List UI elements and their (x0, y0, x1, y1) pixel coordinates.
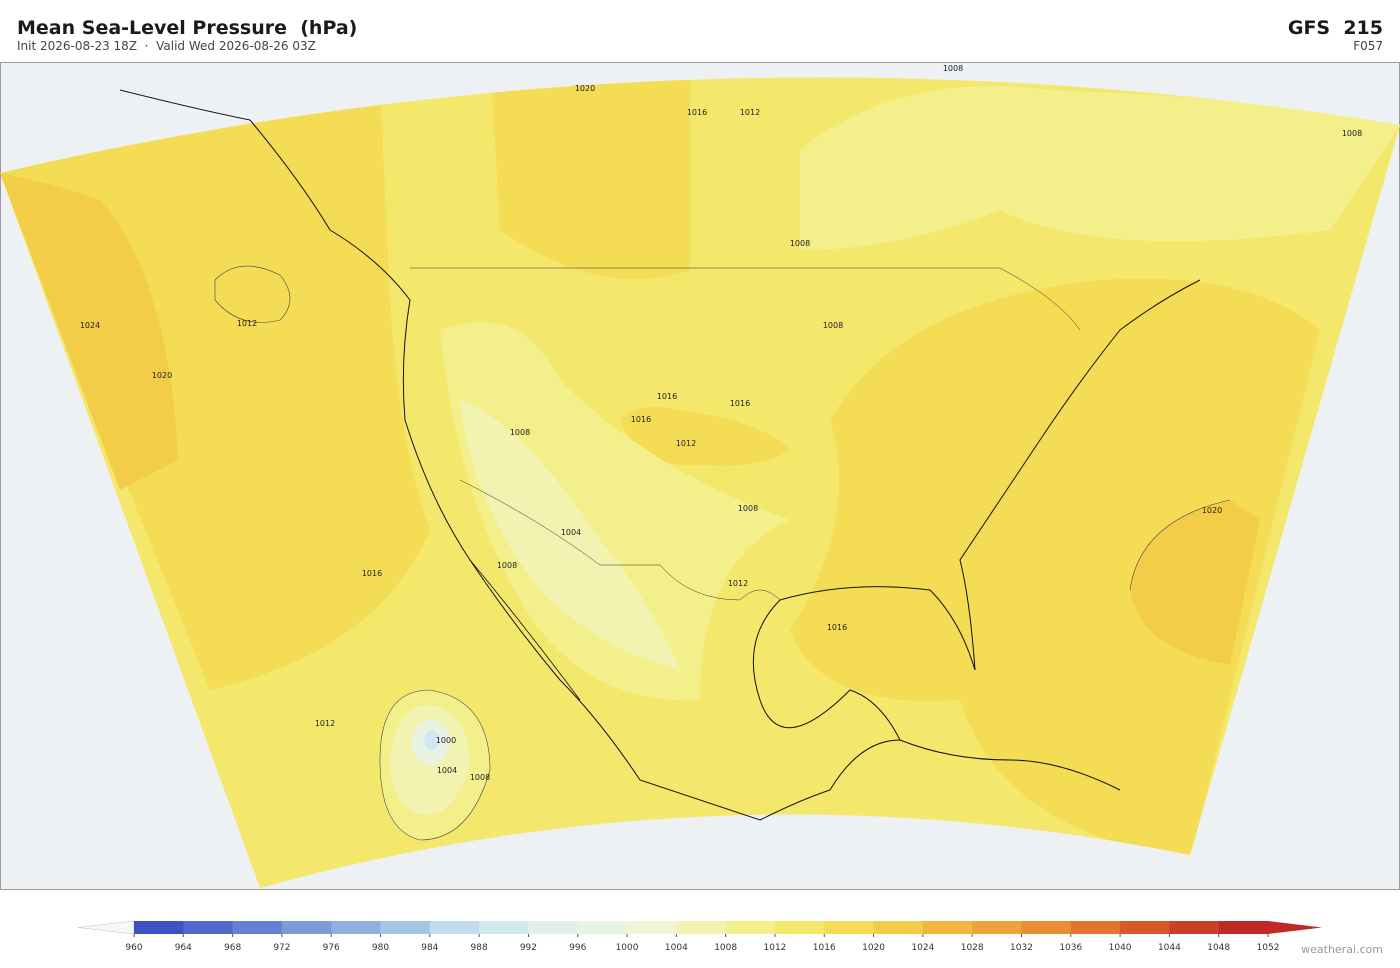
colorbar-bin (479, 921, 529, 934)
isobar (1129, 499, 1231, 591)
pressure-region (440, 321, 790, 701)
colorbar-bin (429, 921, 480, 934)
contour-label: 1004 (561, 528, 581, 537)
colorbar-bin (528, 921, 579, 934)
contour-label: 1024 (80, 321, 100, 330)
contour-label: 1016 (631, 415, 651, 424)
colorbar-bin (232, 921, 283, 934)
colorbar-tick-label: 1040 (1109, 943, 1132, 953)
credit: weatherai.com (1301, 943, 1383, 956)
colorbar-bin (725, 921, 776, 934)
colorbar-bin (1218, 921, 1269, 934)
pressure-region (0, 173, 178, 490)
colorbar-tick-label: 968 (224, 943, 241, 953)
pressure-region (800, 86, 1400, 250)
model: GFS 215 (1288, 17, 1383, 39)
colorbar-bin (1070, 921, 1121, 934)
colorbar-tick-label: 1024 (911, 943, 934, 953)
contour-label: 1020 (1202, 506, 1222, 515)
contour-label: 1016 (827, 623, 847, 632)
colorbar-tick-label: 1048 (1207, 943, 1230, 953)
contour-label: 1016 (687, 108, 707, 117)
isobar (379, 689, 491, 841)
colorbar-tick-label: 1036 (1059, 943, 1082, 953)
contour-label: 1008 (497, 561, 517, 570)
colorbar-tick-label: 960 (125, 943, 142, 953)
colorbar-bin (774, 921, 825, 934)
contour-label: 1008 (943, 64, 963, 73)
colorbar-bin (676, 921, 727, 934)
pressure-region (490, 77, 690, 279)
contour-label: 1004 (437, 766, 457, 775)
contour-label: 1020 (152, 371, 172, 380)
contour-label: 1008 (470, 773, 490, 782)
colorbar-tick-label: 1020 (862, 943, 885, 953)
colorbar-bin (824, 921, 875, 934)
colorbar-bin (281, 921, 332, 934)
contour-label: 1008 (823, 321, 843, 330)
colorbar-tick-label: 992 (520, 943, 537, 953)
contour-label: 1008 (790, 239, 810, 248)
colorbar-tick-label: 964 (175, 943, 192, 953)
contour-label: 1016 (657, 392, 677, 401)
contour-label: 1008 (738, 504, 758, 513)
contour-label: 1012 (740, 108, 760, 117)
contour-label: 1012 (315, 719, 335, 728)
title: Mean Sea-Level Pressure (hPa) (17, 17, 357, 39)
contour-label: 1012 (237, 319, 257, 328)
borders (410, 267, 1081, 601)
contour-label: 1000 (436, 736, 456, 745)
colorbar-tick-label: 988 (471, 943, 488, 953)
colorbar-tick-label: 980 (372, 943, 389, 953)
colorbar: 960 964 968 972 976 980 984 988 992 996 1000 1004 10… (77, 920, 1322, 953)
colorbar-bin (1169, 921, 1220, 934)
colorbar-bin (922, 921, 973, 934)
pressure-region (620, 406, 790, 466)
contour-label: 1020 (575, 84, 595, 93)
isobar (214, 265, 291, 323)
colorbar-bin (183, 921, 234, 934)
colorbar-bin (134, 921, 184, 934)
colorbar-tick-label: 972 (273, 943, 290, 953)
colorbar-bin (972, 921, 1022, 934)
forecast-hour: F057 (1353, 39, 1383, 53)
colorbar-bin (873, 921, 924, 934)
contour-label: 1008 (1342, 129, 1362, 138)
colorbar-bin (331, 921, 382, 934)
colorbar-tick-label: 1052 (1257, 943, 1280, 953)
colorbar-tick-label: 984 (421, 943, 438, 953)
colorbar-bin (1120, 921, 1170, 934)
contour-label: 1016 (730, 399, 750, 408)
coastlines (119, 89, 1201, 821)
extend-low (77, 920, 135, 935)
colorbar-tick-label: 1008 (714, 943, 737, 953)
colorbar-tick-label: 1028 (961, 943, 984, 953)
colorbar-tick-label: 1032 (1010, 943, 1033, 953)
colorbar-bin (577, 921, 628, 934)
contour-label: 1008 (510, 428, 530, 437)
pressure-region (424, 730, 441, 750)
extend-high (1268, 921, 1322, 934)
contour-label: 1016 (362, 569, 382, 578)
colorbar-tick-label: 1044 (1158, 943, 1181, 953)
colorbar-tick-label: 1000 (616, 943, 639, 953)
pressure-region (460, 400, 680, 670)
colorbar-bin (1021, 921, 1072, 934)
pressure-region (1130, 500, 1260, 665)
contour-label: 1012 (728, 579, 748, 588)
colorbar-tick-label: 1004 (665, 943, 688, 953)
colorbar-bin (380, 921, 431, 934)
colorbar-tick-label: 996 (569, 943, 586, 953)
subtitle: Init 2026-08-23 18Z · Valid Wed 2026-08-… (17, 39, 316, 53)
colorbar-bin (627, 921, 677, 934)
pressure-region (790, 278, 1320, 861)
colorbar-tick-label: 1016 (813, 943, 836, 953)
colorbar-tick-label: 976 (323, 943, 340, 953)
colorbar-tick-label: 1012 (764, 943, 787, 953)
contour-label: 1012 (676, 439, 696, 448)
